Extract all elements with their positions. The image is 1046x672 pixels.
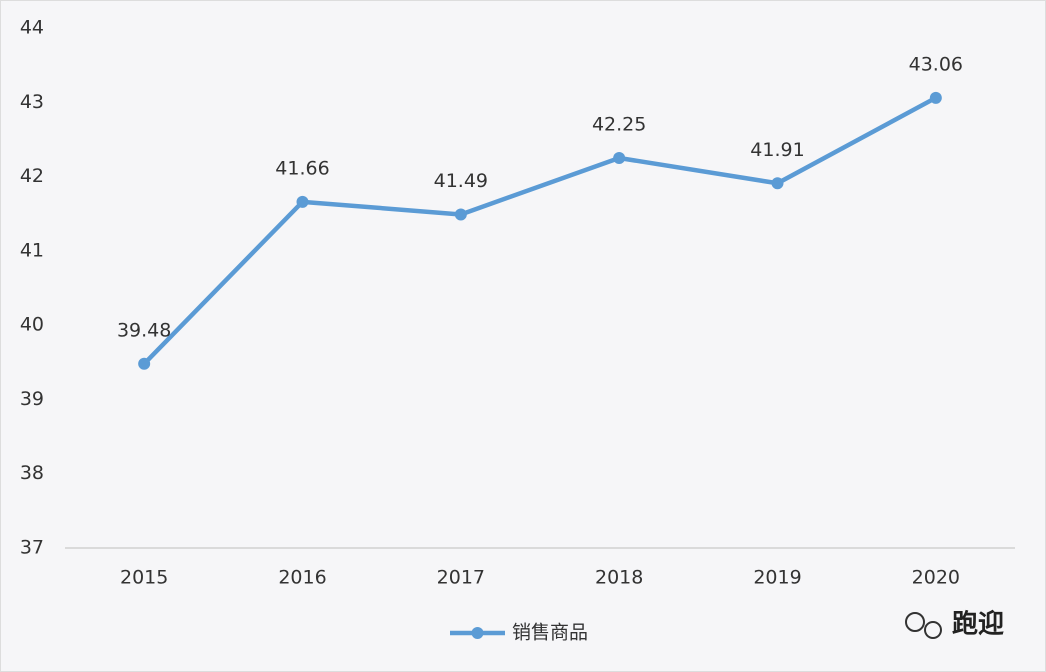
- watermark-text: 跑迎: [952, 609, 1004, 640]
- y-tick-label: 38: [20, 462, 44, 484]
- x-tick-label: 2019: [753, 567, 801, 589]
- watermark: 跑迎: [905, 609, 1004, 640]
- y-tick-label: 37: [20, 537, 44, 559]
- y-tick-label: 40: [20, 314, 44, 336]
- y-tick-label: 41: [20, 239, 44, 261]
- y-tick-label: 39: [20, 388, 44, 410]
- data-point: [454, 208, 467, 221]
- data-point: [138, 357, 151, 370]
- data-label: 42.25: [592, 114, 646, 136]
- y-tick-label: 42: [20, 165, 44, 187]
- x-tick-label: 2018: [595, 567, 643, 589]
- data-point: [929, 91, 942, 104]
- data-label: 39.48: [117, 319, 171, 341]
- data-label: 41.66: [275, 157, 329, 179]
- data-label: 41.49: [434, 170, 488, 192]
- y-tick-label: 43: [20, 91, 44, 113]
- watermark-icon: [924, 621, 942, 639]
- data-point: [771, 177, 784, 190]
- legend-label: 销售商品: [512, 622, 588, 644]
- series-line: [142, 95, 937, 366]
- legend-marker: [471, 627, 484, 639]
- x-tick-label: 2017: [437, 567, 485, 589]
- data-label: 41.91: [750, 139, 804, 161]
- x-tick-label: 2016: [278, 567, 326, 589]
- data-point: [296, 195, 309, 208]
- x-tick-label: 2015: [120, 567, 168, 589]
- x-tick-label: 2020: [912, 567, 960, 589]
- data-label: 43.06: [909, 53, 963, 75]
- data-point: [613, 152, 626, 164]
- y-tick-label: 44: [20, 17, 44, 39]
- watermark-icon: [905, 612, 925, 632]
